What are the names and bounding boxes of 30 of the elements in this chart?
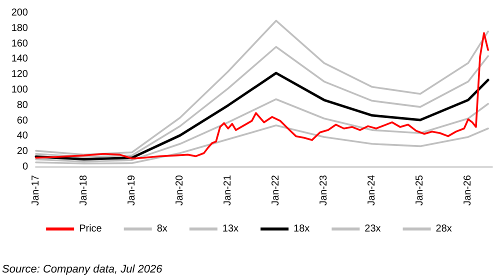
x-tick-label: Jan-17: [30, 174, 42, 206]
legend-label: 18x: [294, 224, 310, 234]
y-tick-label: 120: [11, 69, 28, 80]
x-tick-label: Jan-22: [270, 174, 282, 206]
source-note: Source: Company data, Jul 2026: [2, 264, 164, 276]
y-tick-label: 40: [16, 130, 28, 142]
x-tick-label: Jan-19: [126, 174, 138, 206]
y-tick-label: 20: [16, 146, 28, 158]
y-tick-label: 180: [11, 22, 28, 34]
line-series: [34, 72, 490, 161]
x-tick-label: Jan-21: [222, 174, 234, 206]
legend-label: 8x: [156, 224, 168, 234]
legend-label: 28x: [436, 224, 452, 234]
legend-label: Price: [79, 224, 102, 234]
y-tick-label: 100: [11, 84, 28, 96]
y-tick-label: 200: [11, 8, 28, 18]
x-tick-label: Jan-20: [174, 174, 186, 206]
x-tick-label: Jan-24: [366, 174, 378, 206]
y-tick-label: 60: [16, 115, 28, 126]
legend-label: 23x: [364, 224, 381, 234]
y-tick-label: 160: [11, 38, 28, 50]
line-series: [35, 98, 489, 163]
x-tick-label: Jan-26: [462, 174, 474, 206]
y-tick-label: 140: [11, 54, 28, 65]
y-tick-label: 80: [16, 100, 28, 111]
x-tick-label: Jan-18: [78, 174, 90, 206]
x-tick-label: Jan-23: [318, 174, 330, 206]
legend-label: 13x: [222, 224, 239, 234]
y-tick-label: 0: [22, 162, 28, 172]
x-tick-label: Jan-25: [414, 174, 426, 206]
